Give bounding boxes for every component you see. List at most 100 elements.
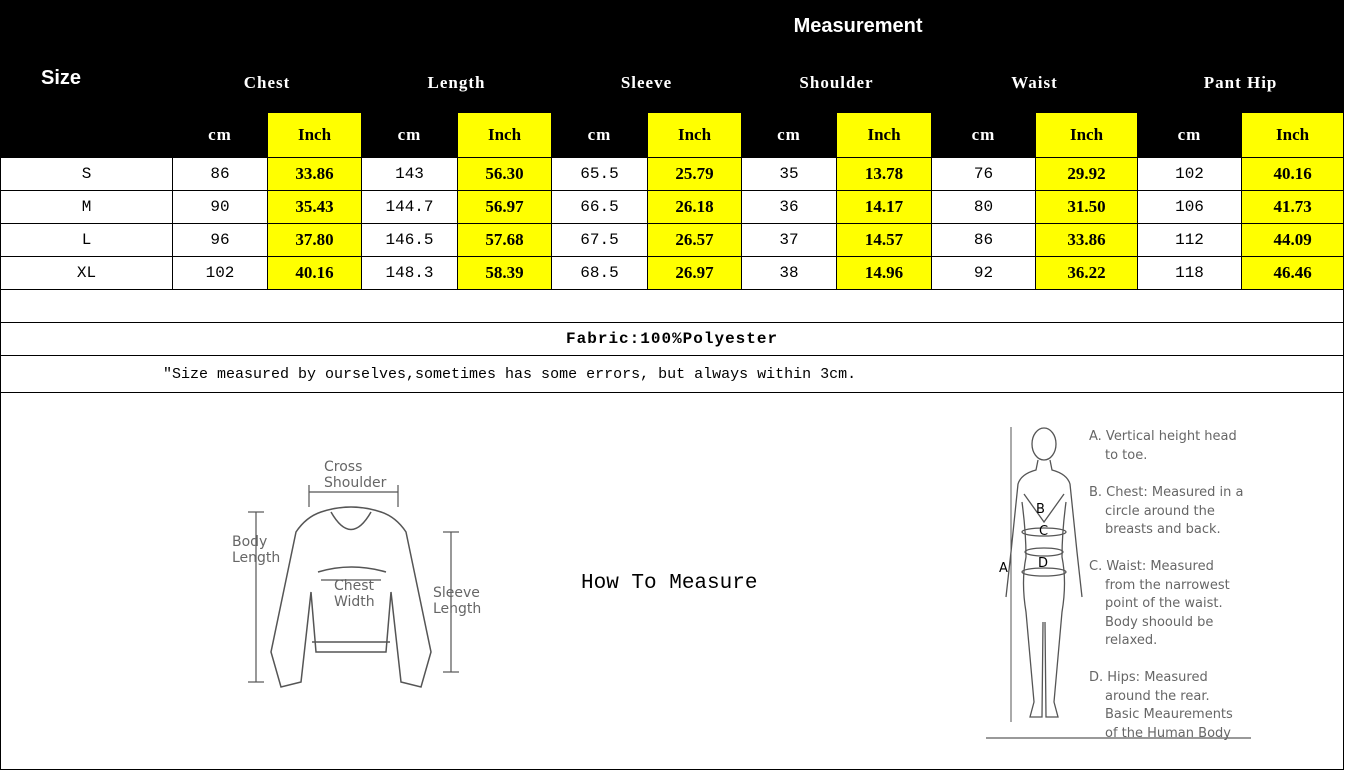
size-chart-table: Size Measurement Chest Length Sleeve Should… <box>0 0 1345 393</box>
body-note-line: of the Human Body <box>1105 725 1231 741</box>
value-cell: 96 <box>172 223 268 257</box>
value-cell: 86 <box>931 223 1036 257</box>
body-note: D. Hips: Measured around the rear. Basic M… <box>1089 669 1269 743</box>
body-note-line: to toe. <box>1105 447 1148 463</box>
value-cell: 57.68 <box>457 223 552 257</box>
body-note-line: relaxed. <box>1105 633 1158 648</box>
marker-a: A <box>999 561 1008 576</box>
unit-inch: Inch <box>1035 112 1138 158</box>
value-cell: 40.16 <box>1240 157 1345 191</box>
table-row: S 86 33.86 143 56.30 65.5 25.79 35 13.78 76 29.92 1… <box>0 157 1345 191</box>
empty-cell <box>0 289 1345 323</box>
value-cell: 29.92 <box>1035 157 1138 191</box>
column-header-pant-hip: Pant Hip <box>1136 52 1345 113</box>
size-header: Size <box>0 0 173 158</box>
value-cell: 56.97 <box>457 190 552 224</box>
value-cell: 92 <box>931 256 1036 290</box>
value-cell: 35.43 <box>267 190 362 224</box>
size-cell: M <box>0 190 173 224</box>
unit-inch: Inch <box>457 112 552 158</box>
value-cell: 80 <box>931 190 1036 224</box>
unit-cm: cm <box>741 112 837 158</box>
how-to-measure-title: How To Measure <box>581 572 758 595</box>
marker-b: B <box>1036 502 1045 517</box>
body-note-line: C. Waist: Measured <box>1089 559 1214 574</box>
value-cell: 26.57 <box>647 223 742 257</box>
empty-row <box>0 289 1345 323</box>
body-note-line: around the rear. <box>1105 688 1210 704</box>
table-row: M 90 35.43 144.7 56.97 66.5 26.18 36 14.17 80 31.5… <box>0 190 1345 224</box>
unit-cm: cm <box>361 112 458 158</box>
value-cell: 112 <box>1137 223 1242 257</box>
cross-shoulder-label: Cross Shoulder <box>324 459 387 491</box>
column-header-length: Length <box>361 52 552 113</box>
value-cell: 143 <box>361 157 458 191</box>
body-note-line: circle around the <box>1105 503 1215 519</box>
value-cell: 38 <box>741 256 837 290</box>
value-cell: 26.97 <box>647 256 742 290</box>
table-row: L 96 37.80 146.5 57.68 67.5 26.57 37 14.57 86 33.8… <box>0 223 1345 257</box>
value-cell: 66.5 <box>551 190 648 224</box>
value-cell: 44.09 <box>1240 223 1345 257</box>
value-cell: 37.80 <box>267 223 362 257</box>
value-cell: 106 <box>1137 190 1242 224</box>
unit-cm: cm <box>931 112 1036 158</box>
fabric-row: Fabric:100%Polyester <box>0 322 1345 356</box>
value-cell: 13.78 <box>836 157 932 191</box>
value-cell: 68.5 <box>551 256 648 290</box>
value-cell: 37 <box>741 223 837 257</box>
value-cell: 146.5 <box>361 223 458 257</box>
value-cell: 118 <box>1137 256 1242 290</box>
marker-d: D <box>1038 556 1048 571</box>
value-cell: 14.17 <box>836 190 932 224</box>
note-text: "Size measured by ourselves,sometimes ha… <box>0 355 1345 393</box>
how-to-measure-section: Cross Shoulder Body Length Chest Width Slee… <box>0 392 1344 770</box>
body-note-line: from the narrowest <box>1105 577 1230 593</box>
table-row: XL 102 40.16 148.3 58.39 68.5 26.97 38 14.96 92 36… <box>0 256 1345 290</box>
marker-c: C <box>1039 524 1048 539</box>
note-row: "Size measured by ourselves,sometimes ha… <box>0 355 1345 393</box>
value-cell: 33.86 <box>1035 223 1138 257</box>
size-cell: XL <box>0 256 173 290</box>
value-cell: 36.22 <box>1035 256 1138 290</box>
unit-inch: Inch <box>647 112 742 158</box>
value-cell: 31.50 <box>1035 190 1138 224</box>
value-cell: 76 <box>931 157 1036 191</box>
value-cell: 58.39 <box>457 256 552 290</box>
column-header-waist: Waist <box>931 52 1138 113</box>
body-note-line: A. Vertical height head <box>1089 429 1237 444</box>
value-cell: 56.30 <box>457 157 552 191</box>
column-header-chest: Chest <box>172 52 362 113</box>
unit-inch: Inch <box>1240 112 1345 158</box>
value-cell: 40.16 <box>267 256 362 290</box>
measurement-header: Measurement <box>171 0 1345 53</box>
body-diagram: B C D A <box>986 427 1251 739</box>
column-header-sleeve: Sleeve <box>551 52 742 113</box>
value-cell: 26.18 <box>647 190 742 224</box>
value-cell: 144.7 <box>361 190 458 224</box>
body-note: B. Chest: Measured in a circle around the… <box>1089 484 1269 540</box>
value-cell: 86 <box>172 157 268 191</box>
unit-inch: Inch <box>836 112 932 158</box>
unit-inch: Inch <box>267 112 362 158</box>
value-cell: 90 <box>172 190 268 224</box>
value-cell: 14.96 <box>836 256 932 290</box>
body-note-line: Body shoould be <box>1105 614 1214 630</box>
value-cell: 102 <box>172 256 268 290</box>
body-note: A. Vertical height head to toe. <box>1089 428 1269 465</box>
fabric-text: Fabric:100%Polyester <box>0 322 1345 356</box>
value-cell: 102 <box>1137 157 1242 191</box>
size-cell: S <box>0 157 173 191</box>
body-note-line: point of the waist. <box>1105 596 1223 611</box>
garment-diagram <box>248 485 459 688</box>
unit-cm: cm <box>1137 112 1242 158</box>
value-cell: 36 <box>741 190 837 224</box>
chest-width-label: Chest Width <box>334 578 375 610</box>
value-cell: 41.73 <box>1240 190 1345 224</box>
value-cell: 25.79 <box>647 157 742 191</box>
body-note-line: breasts and back. <box>1105 522 1221 537</box>
value-cell: 67.5 <box>551 223 648 257</box>
body-note-line: B. Chest: Measured in a <box>1089 485 1244 500</box>
value-cell: 65.5 <box>551 157 648 191</box>
body-note-line: Basic Meaurements <box>1105 707 1233 722</box>
